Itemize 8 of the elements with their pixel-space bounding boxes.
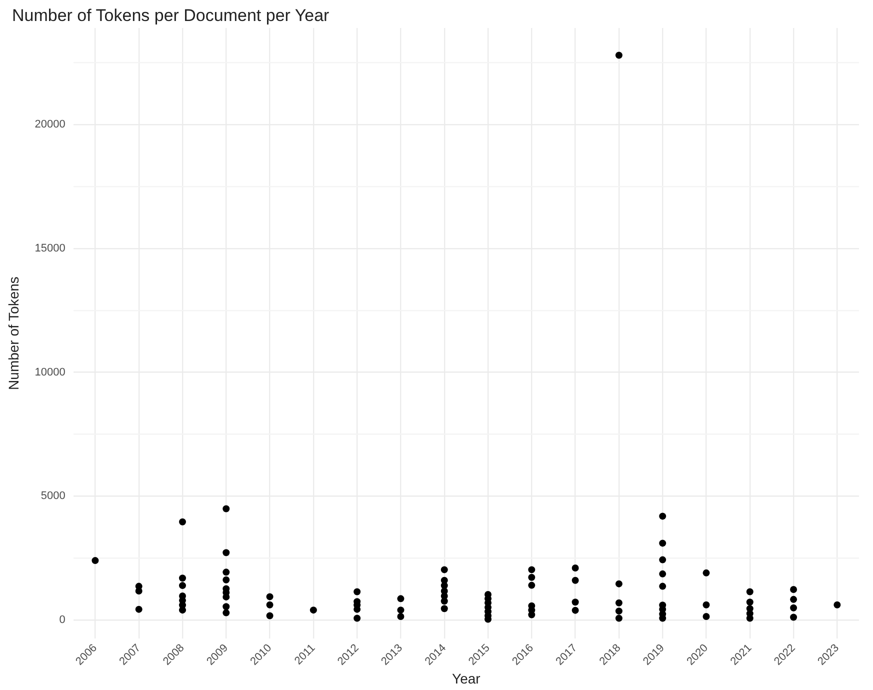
x-axis-title: Year	[452, 670, 481, 686]
y-tick-label: 5000	[40, 490, 66, 502]
y-axis-title: Number of Tokens	[5, 276, 22, 390]
y-tick-label: 0	[59, 614, 66, 626]
chart-title: Number of Tokens per Document per Year	[12, 6, 330, 26]
y-tick-label: 20000	[34, 118, 66, 131]
y-tick-label: 10000	[34, 366, 66, 378]
y-tick-label: 15000	[34, 242, 66, 254]
